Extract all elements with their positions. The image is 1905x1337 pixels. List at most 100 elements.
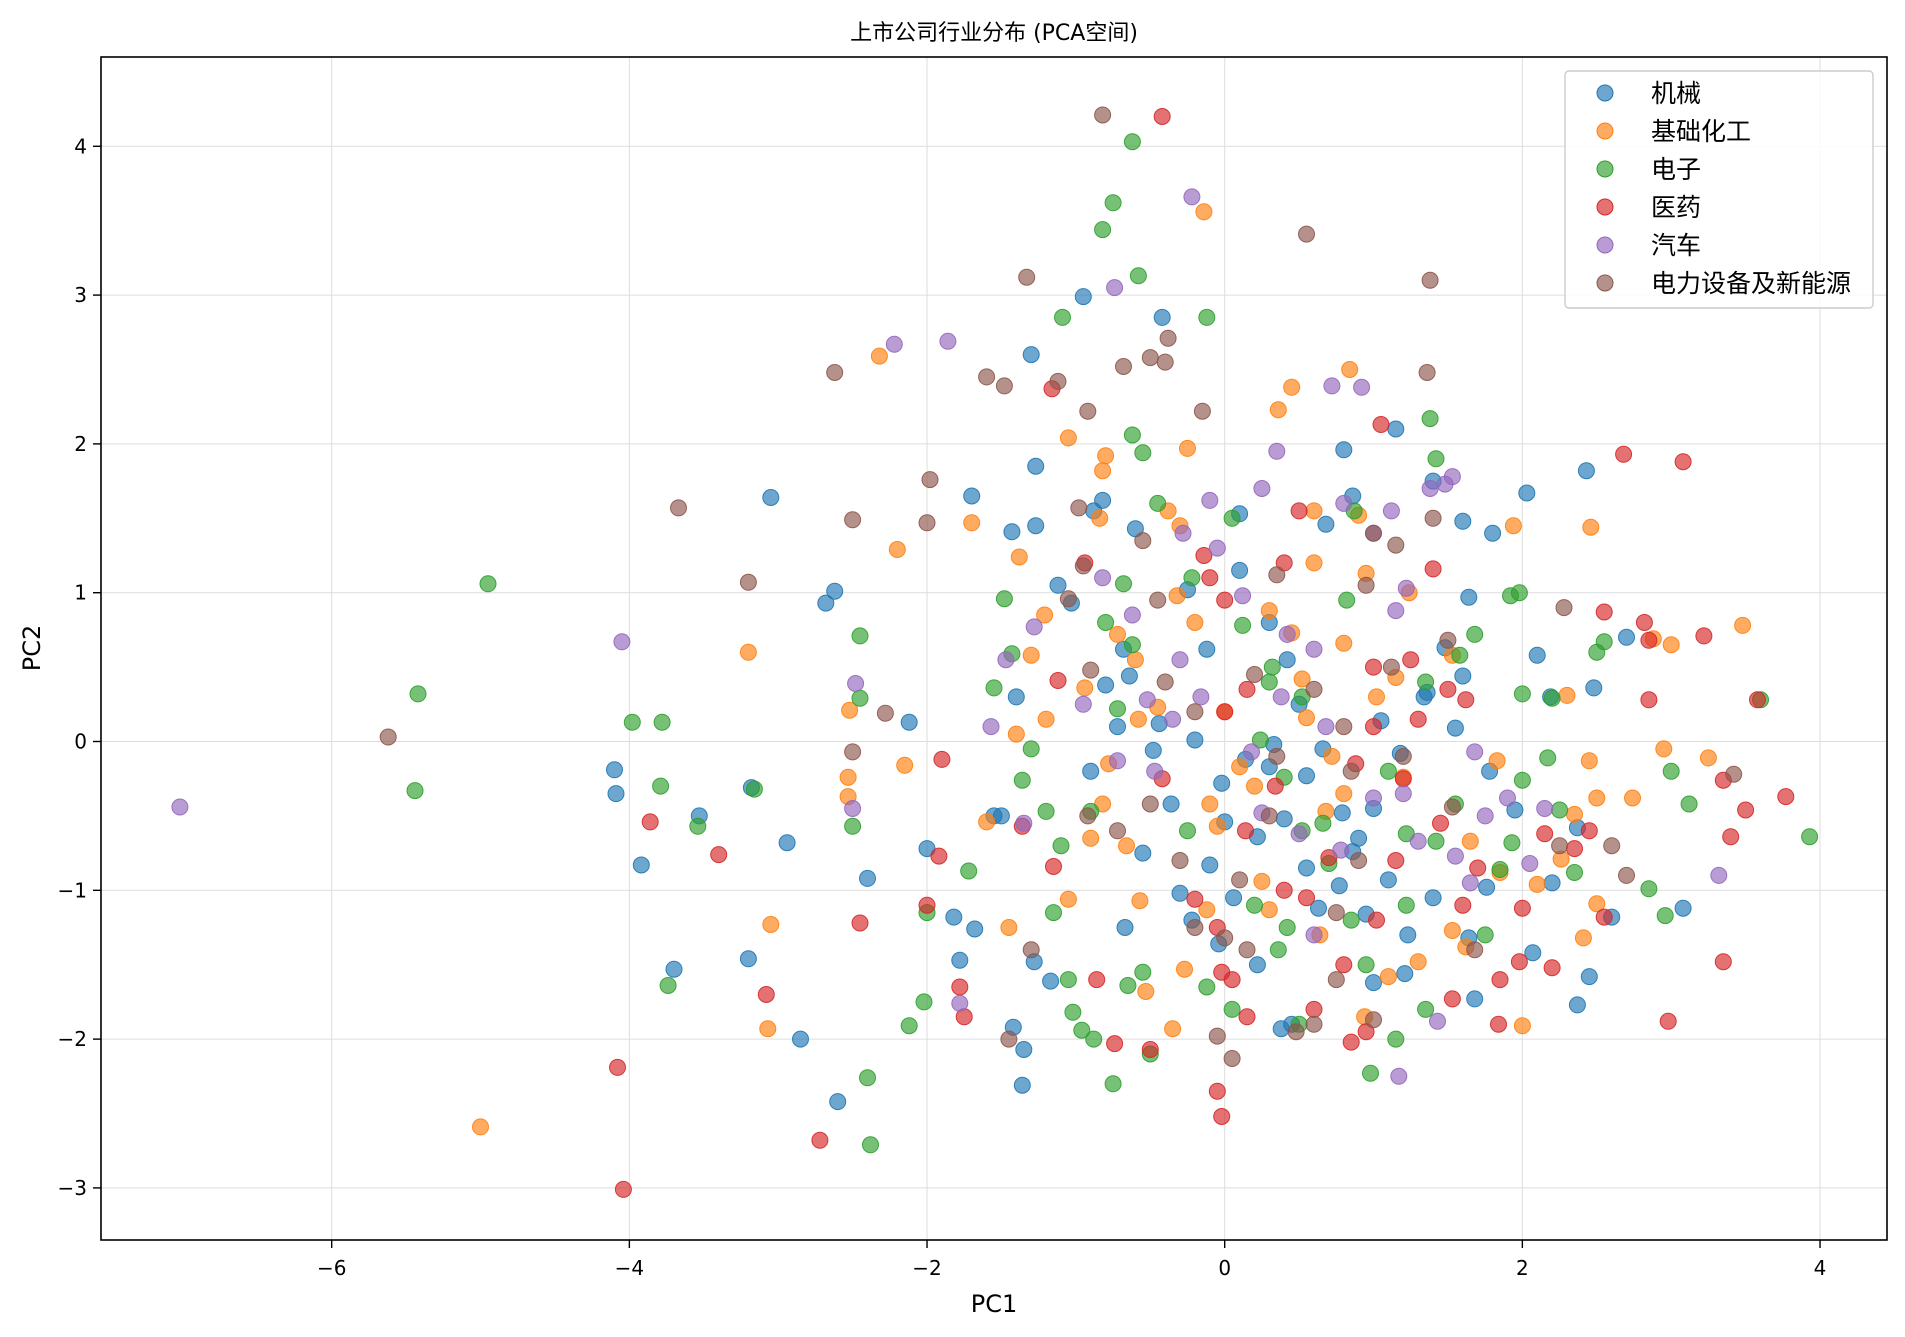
- scatter-point: [1208, 817, 1226, 835]
- scatter-point: [1725, 765, 1743, 783]
- scatter-point: [609, 1058, 626, 1076]
- scatter-point: [1801, 828, 1819, 846]
- legend-marker: [1596, 274, 1614, 292]
- scatter-point: [1394, 785, 1412, 803]
- scatter-point: [1179, 822, 1196, 840]
- scatter-point: [1129, 710, 1147, 728]
- scatter-point: [1503, 834, 1521, 852]
- scatter-point: [1231, 871, 1249, 889]
- scatter-point: [876, 704, 894, 722]
- scatter-point: [1027, 457, 1045, 475]
- scatter-point: [1223, 1000, 1241, 1018]
- scatter-point: [829, 1093, 847, 1111]
- scatter-point: [1293, 670, 1311, 688]
- scatter-point: [1335, 956, 1353, 974]
- scatter-point: [1335, 494, 1353, 512]
- legend-marker: [1596, 84, 1614, 102]
- scatter-point: [1357, 576, 1375, 594]
- scatter-point: [1186, 614, 1204, 631]
- y-tick-label: 1: [74, 581, 87, 605]
- scatter-point: [1379, 762, 1397, 780]
- scatter-point: [710, 846, 728, 864]
- scatter-point: [1379, 871, 1397, 889]
- scatter-point: [1409, 710, 1427, 728]
- scatter-point: [1123, 426, 1141, 444]
- scatter-point: [1382, 658, 1400, 676]
- scatter-point: [1640, 631, 1658, 649]
- scatter-point: [960, 862, 978, 880]
- scatter-point: [1662, 762, 1680, 780]
- scatter-point: [1528, 646, 1546, 664]
- scatter-point: [851, 689, 869, 707]
- scatter-point: [1777, 788, 1795, 806]
- scatter-point: [1466, 941, 1484, 959]
- scatter-point: [1454, 512, 1472, 530]
- scatter-point: [826, 364, 844, 381]
- scatter-point: [1656, 907, 1674, 925]
- scatter-point: [1365, 524, 1382, 542]
- scatter-point: [1317, 515, 1335, 533]
- scatter-point: [1037, 710, 1055, 728]
- scatter-point: [1015, 1041, 1033, 1058]
- scatter-point: [1368, 688, 1385, 706]
- scatter-point: [1049, 372, 1067, 390]
- scatter-point: [1272, 688, 1290, 706]
- scatter-point: [757, 986, 775, 1003]
- scatter-point: [1237, 822, 1254, 840]
- scatter-point: [978, 813, 996, 831]
- x-tick-label: −4: [615, 1256, 644, 1280]
- scatter-point: [659, 977, 677, 994]
- scatter-point: [1192, 688, 1210, 706]
- scatter-point: [1144, 741, 1162, 759]
- legend-label: 电子: [1651, 155, 1701, 184]
- scatter-point: [1269, 941, 1287, 959]
- scatter-point: [1054, 308, 1071, 326]
- scatter-point: [1131, 892, 1149, 910]
- scatter-point: [1260, 673, 1278, 691]
- scatter-point: [1094, 106, 1112, 124]
- scatter-point: [1491, 861, 1509, 878]
- scatter-point: [1201, 856, 1219, 874]
- scatter-point: [1635, 614, 1653, 631]
- plot-frame: [100, 56, 1888, 1241]
- scatter-point: [1476, 807, 1494, 825]
- scatter-point: [1059, 590, 1077, 608]
- scatter-point: [1490, 1015, 1507, 1033]
- scatter-point: [1015, 814, 1033, 832]
- scatter-point: [1305, 640, 1323, 658]
- legend-marker: [1596, 122, 1614, 140]
- scatter-point: [1153, 308, 1171, 326]
- scatter-point: [1424, 889, 1442, 907]
- scatter-point: [1251, 731, 1269, 749]
- scatter-point: [1027, 517, 1045, 535]
- x-tick-label: 2: [1516, 1256, 1529, 1280]
- scatter-point: [1618, 628, 1635, 646]
- scatter-point: [1466, 743, 1484, 761]
- scatter-point: [851, 914, 869, 932]
- scatter-point: [759, 1020, 777, 1038]
- scatter-point: [1186, 703, 1204, 721]
- grid-lines: [101, 57, 1887, 1240]
- scatter-point: [1499, 789, 1516, 807]
- y-tick-label: 0: [74, 730, 87, 754]
- scatter-point: [1246, 896, 1263, 914]
- y-tick-label: 4: [74, 134, 87, 158]
- scatter-point: [1539, 749, 1557, 767]
- scatter-point: [1551, 801, 1569, 819]
- scatter-point: [1275, 810, 1293, 828]
- scatter-point: [1615, 445, 1633, 463]
- scatter-point: [1484, 524, 1502, 542]
- scatter-point: [1397, 579, 1415, 597]
- scatter-point: [1193, 402, 1211, 420]
- scatter-point: [1183, 569, 1201, 587]
- x-axis-title: PC1: [971, 1290, 1018, 1318]
- scatter-point: [1036, 606, 1054, 624]
- scatter-point: [963, 514, 981, 532]
- scatter-point: [1120, 667, 1138, 685]
- scatter-point: [1640, 691, 1658, 709]
- scatter-point: [1208, 1082, 1226, 1100]
- scatter-point: [1183, 188, 1201, 206]
- scatter-point: [1603, 837, 1621, 855]
- scatter-point: [1332, 841, 1350, 859]
- scatter-point: [1106, 1035, 1124, 1053]
